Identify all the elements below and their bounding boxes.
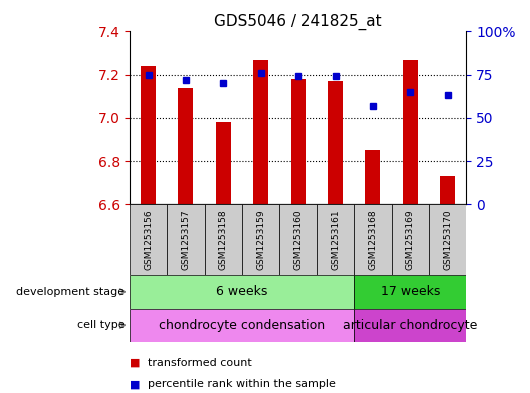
Text: percentile rank within the sample: percentile rank within the sample (148, 379, 336, 389)
Bar (179, 88, 193, 204)
Bar (354, 204, 392, 275)
Text: GSM1253168: GSM1253168 (368, 209, 377, 270)
Bar (317, 204, 354, 275)
Title: GDS5046 / 241825_at: GDS5046 / 241825_at (214, 14, 382, 30)
Bar (130, 309, 354, 342)
Text: GSM1253159: GSM1253159 (256, 209, 265, 270)
Bar (279, 204, 317, 275)
Bar (141, 66, 156, 204)
Bar (242, 204, 279, 275)
Bar (130, 275, 354, 309)
Bar (403, 60, 418, 204)
Text: GSM1253170: GSM1253170 (443, 209, 452, 270)
Bar (290, 79, 306, 204)
Bar (354, 275, 466, 309)
Bar (253, 60, 268, 204)
Bar (328, 81, 343, 204)
Bar (429, 204, 466, 275)
Text: GSM1253169: GSM1253169 (406, 209, 415, 270)
Text: ■: ■ (130, 379, 140, 389)
Text: GSM1253161: GSM1253161 (331, 209, 340, 270)
Text: development stage: development stage (16, 287, 125, 297)
Text: cell type: cell type (77, 320, 125, 330)
Bar (167, 204, 205, 275)
Text: GSM1253160: GSM1253160 (294, 209, 303, 270)
Text: ■: ■ (130, 358, 140, 367)
Text: 6 weeks: 6 weeks (216, 285, 268, 298)
Bar (216, 122, 231, 204)
Text: transformed count: transformed count (148, 358, 252, 367)
Bar (440, 176, 455, 204)
Text: GSM1253156: GSM1253156 (144, 209, 153, 270)
Text: articular chondrocyte: articular chondrocyte (343, 319, 478, 332)
Text: 17 weeks: 17 weeks (381, 285, 440, 298)
Bar (130, 204, 167, 275)
Bar (392, 204, 429, 275)
Text: GSM1253158: GSM1253158 (219, 209, 228, 270)
Bar (205, 204, 242, 275)
Bar (365, 151, 381, 204)
Text: GSM1253157: GSM1253157 (181, 209, 190, 270)
Bar (354, 309, 466, 342)
Text: chondrocyte condensation: chondrocyte condensation (159, 319, 325, 332)
